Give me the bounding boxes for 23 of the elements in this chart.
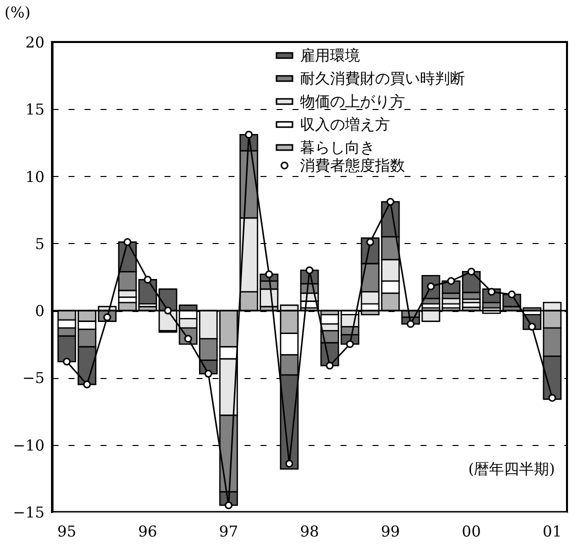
y-tick-label: 5 [34,234,44,253]
legend-label: 雇用環境 [300,46,360,64]
x-tick-label: 96 [138,522,158,540]
y-tick-label: 0 [34,302,44,320]
legend-label: 暮らし向き [300,138,375,156]
legend-label: 耐久消費財の買い時判断 [300,70,465,88]
y-axis-title: (%) [4,4,30,22]
x-tick-label: 98 [300,522,320,540]
annotation: (暦年四半期) [468,460,555,478]
x-tick-label: 00 [462,522,481,540]
y-tick-label: 15 [25,100,44,119]
legend-label: 物価の上がり方 [300,92,405,110]
x-tick-label: 95 [57,522,76,540]
legend-label: 消費者態度指数 [300,156,405,174]
y-tick-label: 20 [25,34,44,52]
x-tick-label: 01 [542,522,562,540]
x-tick-label: 97 [219,522,238,540]
x-tick-label: 99 [380,522,400,540]
y-tick-label: 10 [25,168,44,186]
y-tick-label: −10 [12,436,44,454]
legend-label: 収入の増え方 [300,116,390,134]
y-tick-label: −5 [22,369,44,388]
y-tick-label: −15 [12,504,44,522]
